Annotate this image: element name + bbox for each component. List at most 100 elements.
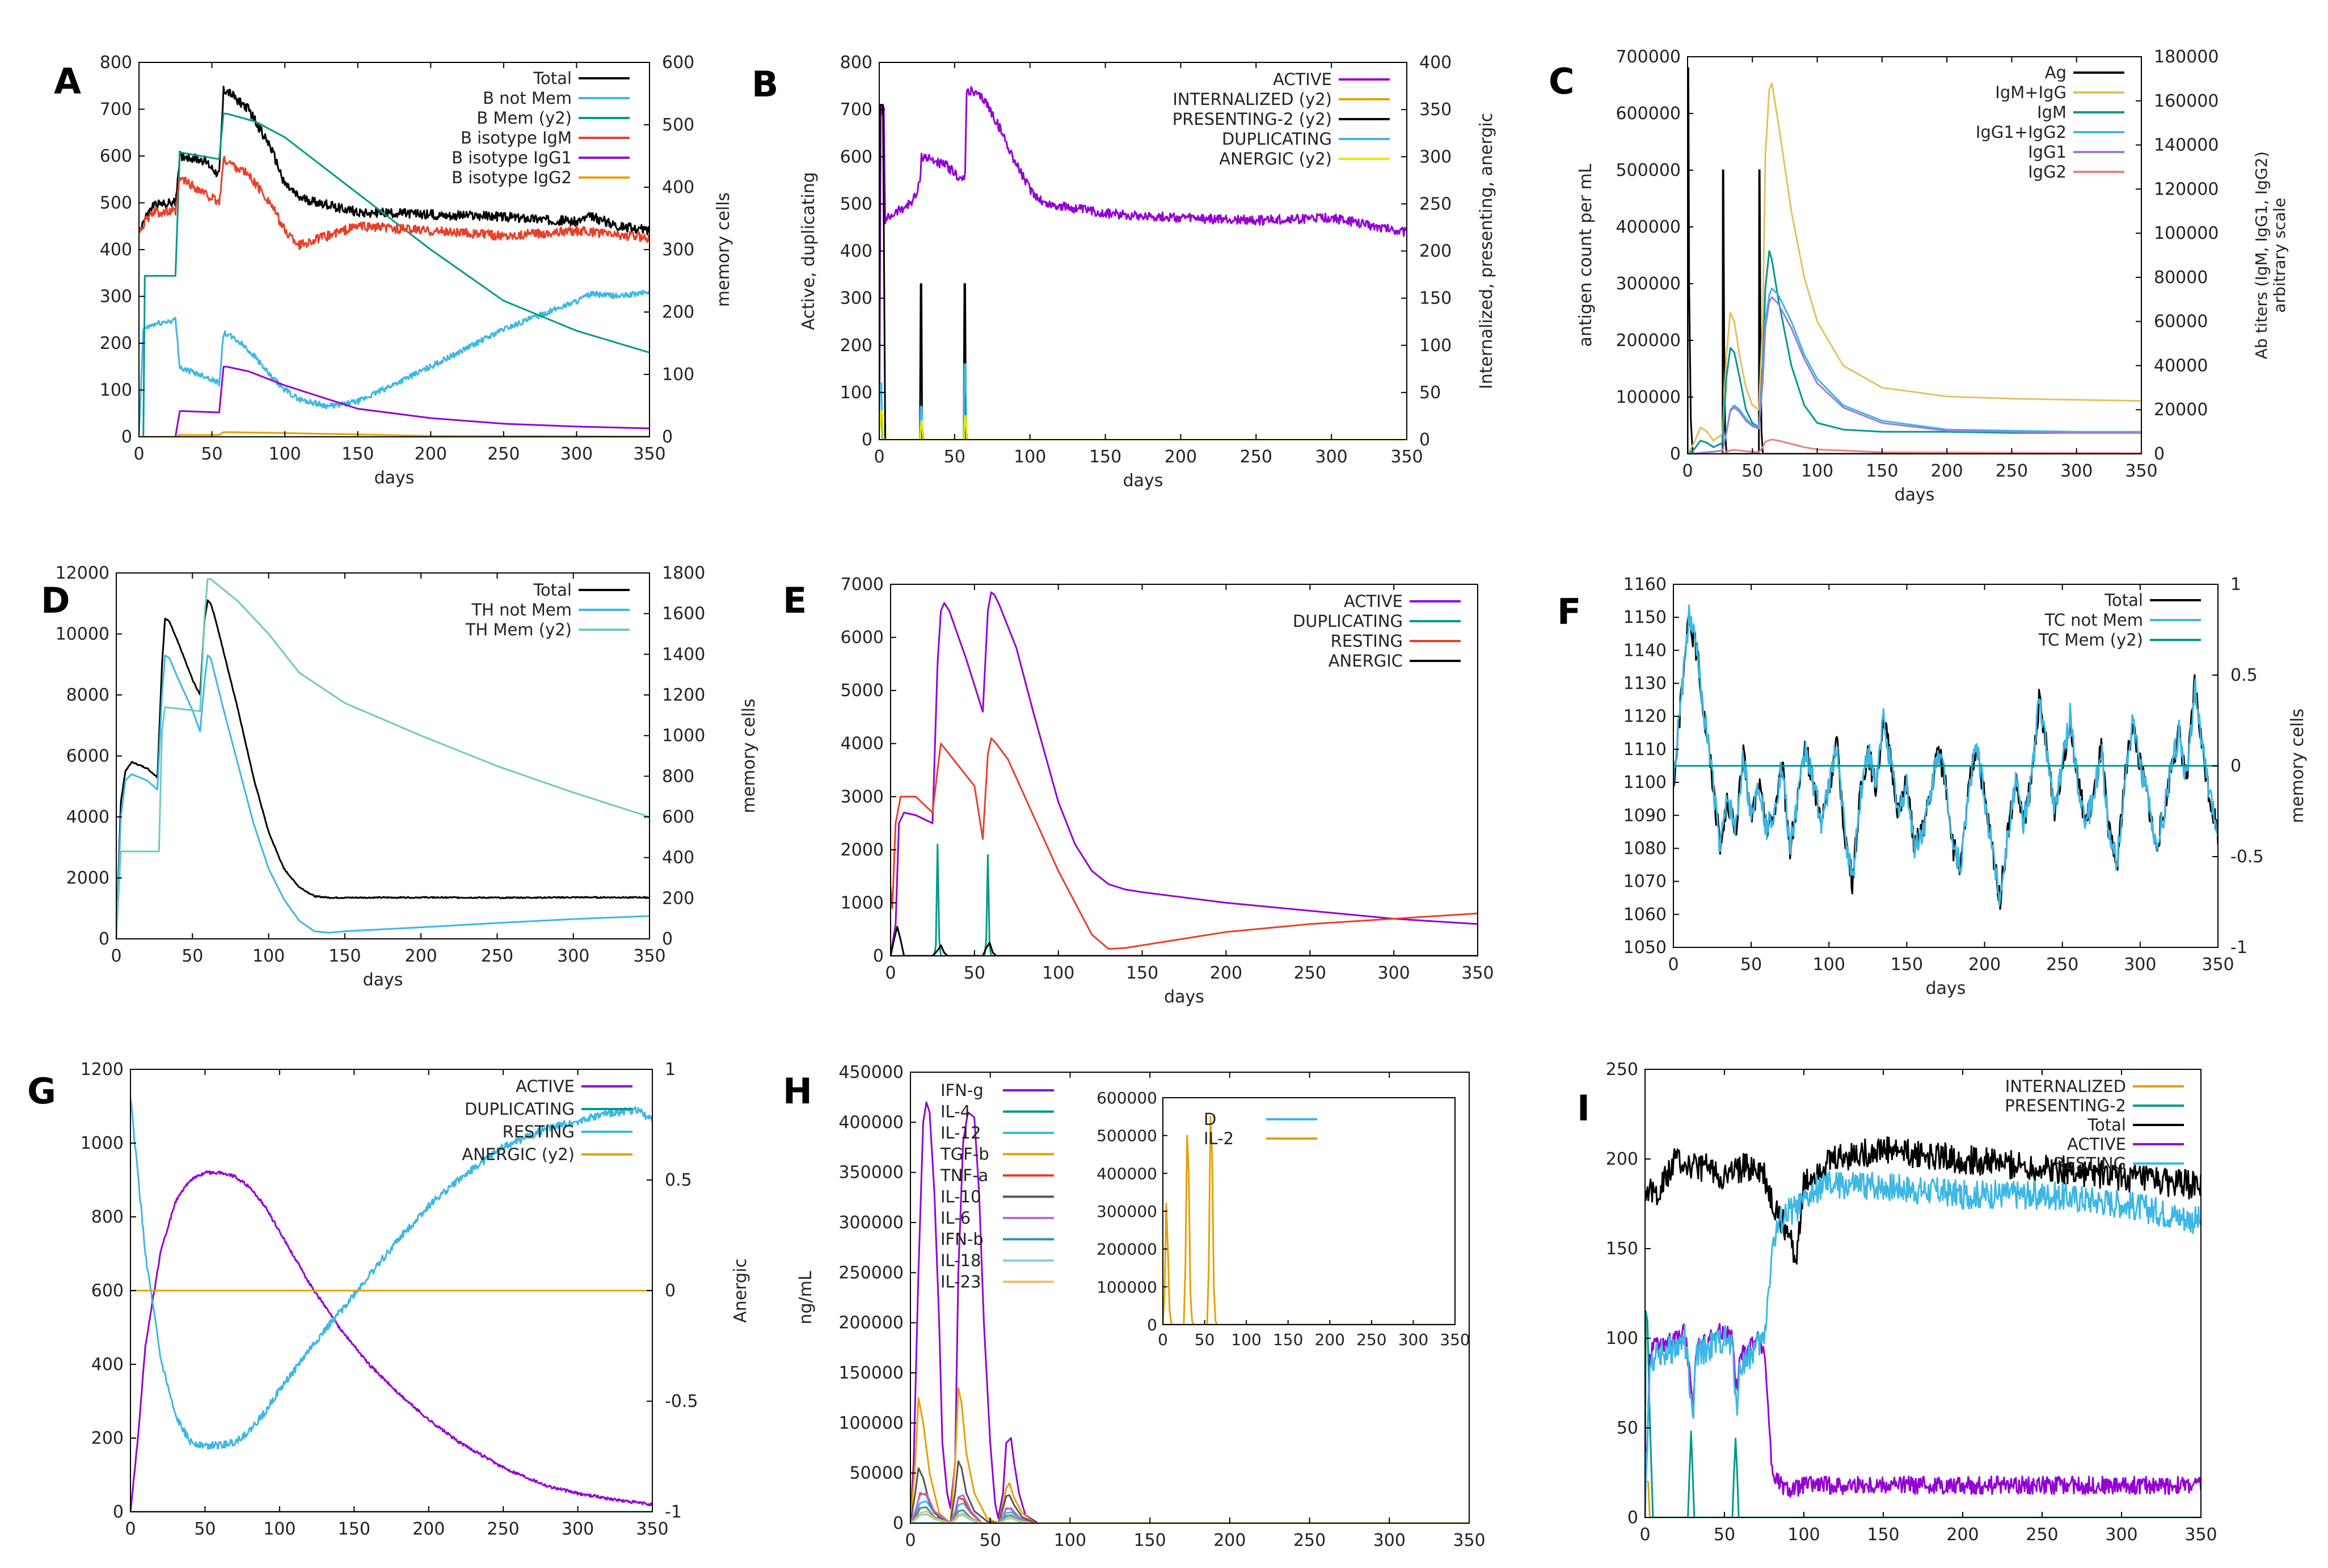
panel-a-y2-tick-label: 300 [662, 240, 694, 260]
panel-a: 0 50 100 150 200 250 300 3500100200300400500600… [54, 53, 733, 488]
panel-b-y-tick-label: 600 [840, 147, 872, 167]
panel-f-y2-tick-label: 0 [2230, 756, 2241, 776]
panel-h-legend-label-il-6: IL-6 [941, 1208, 971, 1228]
panel-b-legend-label-presenting-2-y2: PRESENTING-2 (y2) [1173, 109, 1332, 129]
panel-c-y-tick-label: 700000 [1616, 47, 1681, 67]
panel-f-y-tick-label: 1050 [1623, 938, 1667, 958]
panel-c-y2-tick-label: 100000 [2154, 224, 2219, 243]
panel-f-y-tick-label: 1140 [1623, 640, 1667, 660]
panel-d: 0 50 100 150 200 250 300 3500200040006000800010… [41, 563, 759, 990]
panel-h-series-il-10 [910, 1460, 1469, 1523]
panel-b-y2-tick-label: 300 [1419, 147, 1452, 167]
panel-g-y2-tick-label: 1 [665, 1060, 676, 1080]
panel-a-y-tick-label: 700 [100, 100, 132, 120]
panel-b: 0 50 100 150 200 250 300 3500100200300400500600… [752, 53, 1496, 491]
panel-f-x-tick-label: 100 [1813, 955, 1845, 975]
panel-g-x-tick-label: 200 [412, 1519, 445, 1539]
panel-i-legend-label-active: ACTIVE [2067, 1135, 2126, 1154]
panel-c-y-tick-label: 400000 [1616, 217, 1681, 237]
panel-h-series-il-12 [910, 1500, 1469, 1523]
panel-c-plot-frame [1687, 56, 2142, 454]
panel-a-y-tick-label: 800 [100, 53, 132, 73]
panel-f-legend-label-tc-mem-y2: TC Mem (y2) [2038, 630, 2143, 650]
panel-d-x-tick-label: 200 [405, 946, 437, 966]
panel-a-y-tick-label: 100 [100, 381, 132, 401]
panel-h-inset-y-tick-label: 200000 [1096, 1240, 1157, 1259]
panel-c-x-tick-label: 150 [1866, 461, 1898, 481]
panel-a-x-tick-label: 0 [133, 444, 144, 464]
panel-h-x-tick-label: 300 [1373, 1531, 1406, 1550]
panel-h-legend-label-tnf-a: TNF-a [940, 1166, 988, 1185]
panel-a-x-tick-label: 350 [633, 444, 665, 464]
panel-h: 0 50 100 150 200 250 300 350 0 50000 100000 150000 2… [783, 1063, 1486, 1550]
panel-h-plot-frame [910, 1072, 1470, 1524]
panel-h-inset-y-tick-label: 500000 [1096, 1127, 1157, 1145]
panel-f-y2-tick-label: -0.5 [2230, 847, 2264, 867]
panel-h-x-tick-label: 100 [1054, 1531, 1086, 1550]
panel-d-y-tick-label: 6000 [66, 747, 109, 766]
panel-a-y-tick-label: 300 [100, 287, 132, 307]
panel-f-x-axis-label: days [1926, 979, 1966, 998]
panel-c-legend-label-ag: Ag [2045, 63, 2066, 82]
panel-g: 0 50 100 150 200 250 300 350 0 200 400 600 800 1000 12… [27, 1060, 750, 1539]
panel-c-y2-tick-label: 40000 [2154, 356, 2208, 376]
panel-b-y2-tick-label: 50 [1419, 383, 1441, 403]
panel-a-series-b-isotype-igg2 [139, 431, 650, 437]
panel-h-series-il-18 [910, 1513, 1469, 1523]
panel-c-y-axis-label: antigen count per mL [1576, 163, 1596, 347]
panel-d-x-tick-label: 300 [557, 946, 589, 966]
panel-c-x-tick-label: 250 [1996, 461, 2028, 481]
panel-b-y-tick-label: 800 [840, 53, 872, 73]
panel-c-y2-tick-label: 20000 [2154, 400, 2208, 420]
panel-g-y2-tick-label: -1 [665, 1502, 682, 1522]
panel-d-y-tick-label: 2000 [66, 869, 109, 888]
panel-i-x-tick-label: 0 [1639, 1525, 1650, 1545]
panel-a-series-b-mem-y2 [139, 112, 650, 437]
panel-h-legend-label-ifn-b: IFN-b [941, 1230, 984, 1249]
panel-c-x-tick-label: 300 [2060, 461, 2093, 481]
panel-b-x-tick-label: 50 [944, 447, 965, 467]
panel-a-x-axis-label: days [374, 468, 415, 488]
panel-h-inset-y-tick-label: 300000 [1096, 1202, 1157, 1221]
panel-h-legend-label-il-4: IL-4 [941, 1102, 971, 1122]
panel-d-y2-tick-label: 1000 [662, 726, 705, 746]
panel-h-inset-x-tick-label: 0 [1158, 1330, 1168, 1349]
panel-a-y-tick-label: 400 [100, 240, 132, 260]
panel-a-y2-axis-label: memory cells [714, 192, 733, 307]
panel-a-y-tick-label: 500 [100, 193, 132, 213]
panel-f-legend-label-tc-not-mem: TC not Mem [2044, 610, 2143, 630]
panel-i-y-tick-label: 0 [1627, 1508, 1638, 1528]
panel-c-y-tick-label: 0 [1670, 444, 1681, 464]
panel-b-x-axis-label: days [1123, 471, 1163, 491]
panel-g-y-tick-label: 1200 [81, 1060, 124, 1080]
panel-c-x-tick-label: 100 [1801, 461, 1833, 481]
panel-h-inset-x-tick-label: 300 [1398, 1330, 1428, 1349]
panel-b-x-tick-label: 100 [1014, 447, 1046, 467]
panel-f-y-tick-label: 1070 [1623, 872, 1667, 892]
panel-b-y2-tick-label: 400 [1419, 53, 1452, 73]
panel-i-x-tick-label: 250 [2026, 1525, 2058, 1545]
panel-e-x-tick-label: 0 [885, 963, 896, 983]
panel-b-legend-label-active: ACTIVE [1273, 70, 1332, 89]
panel-f-series-tc-not-mem [1673, 604, 2218, 907]
panel-h-y-tick-label: 50000 [850, 1464, 904, 1483]
panel-b-y-tick-label: 200 [840, 336, 872, 356]
panel-d-x-tick-label: 0 [111, 946, 121, 966]
panel-b-x-tick-label: 0 [874, 447, 884, 467]
panel-b-series-active [879, 86, 1407, 440]
panel-g-x-tick-label: 50 [194, 1519, 216, 1539]
panel-e-legend-label-anergic: ANERGIC [1329, 651, 1403, 671]
panel-g-x-tick-label: 250 [487, 1519, 520, 1539]
panel-b-y-tick-label: 100 [840, 383, 872, 403]
panel-h-y-axis-label: ng/mL [796, 1271, 816, 1324]
panel-g-y2-axis-label: Anergic [731, 1258, 750, 1323]
panel-d-y2-tick-label: 200 [662, 888, 694, 908]
panel-c-letter: C [1549, 61, 1575, 102]
panel-c-y2-tick-label: 140000 [2154, 136, 2219, 155]
panel-h-inset-legend-label-d: D [1204, 1110, 1216, 1129]
panel-f-y-tick-label: 1090 [1623, 806, 1667, 825]
panel-i-legend-label-presenting-2: PRESENTING-2 [2005, 1096, 2126, 1115]
panel-g-y2-tick-label: 0.5 [665, 1170, 692, 1190]
panel-e-y-tick-label: 0 [873, 946, 884, 966]
panel-a-y2-tick-label: 400 [662, 178, 694, 197]
